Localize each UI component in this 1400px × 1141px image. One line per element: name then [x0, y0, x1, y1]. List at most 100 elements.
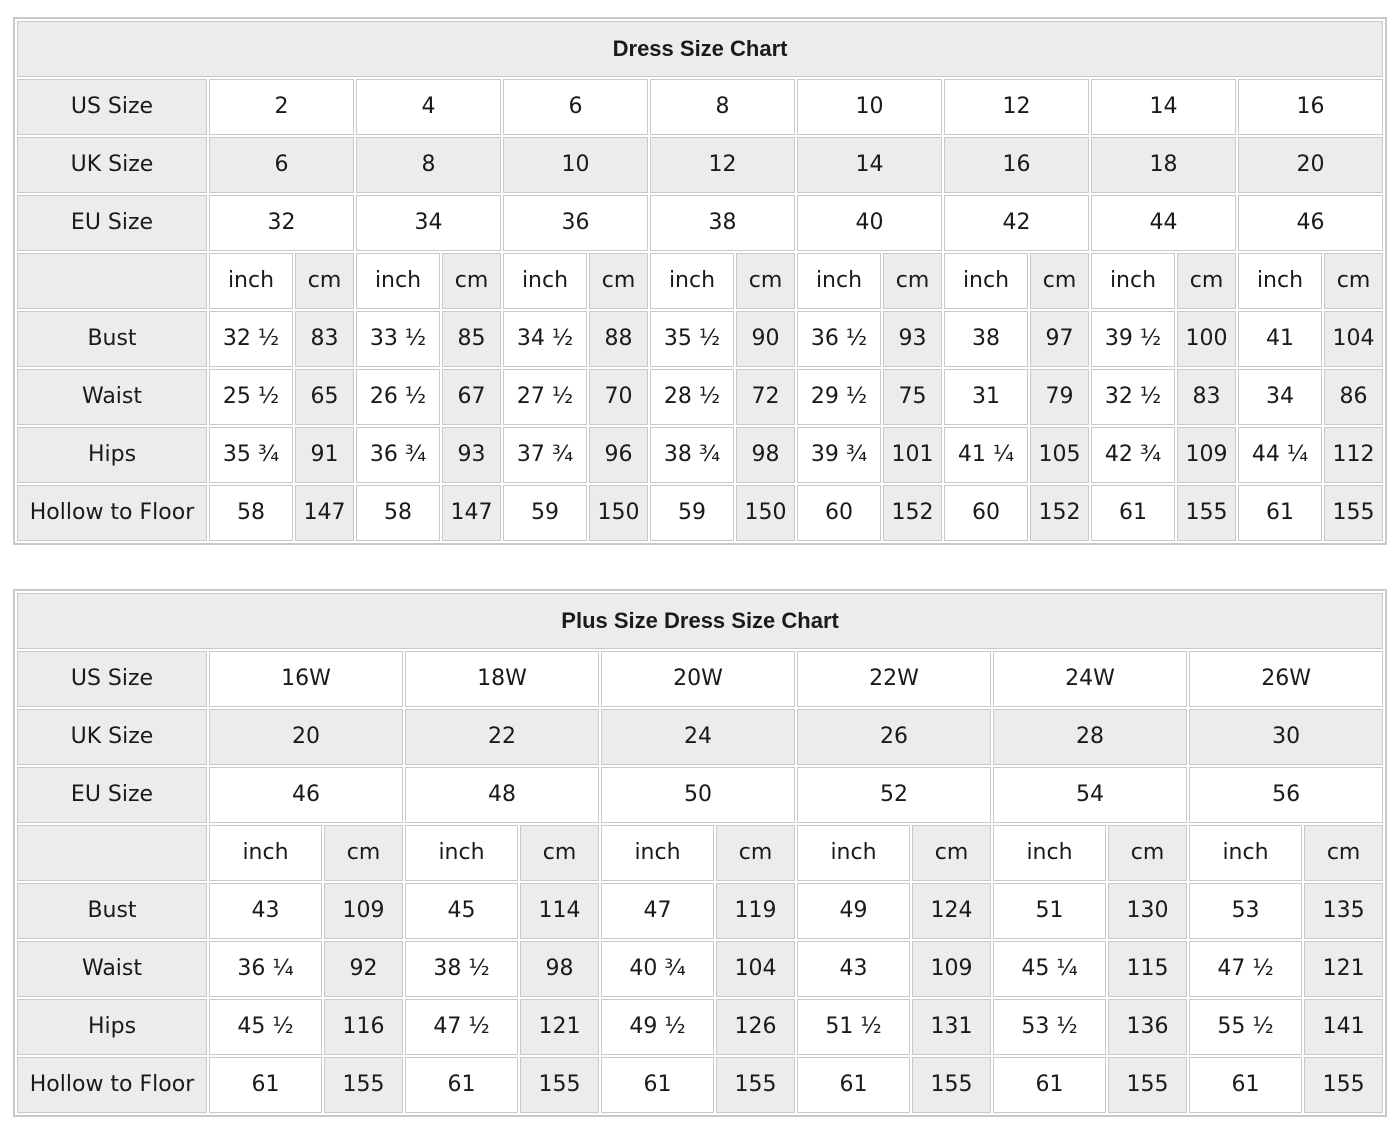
measure-cm-cell: 97 — [1030, 311, 1089, 367]
measure-inch-cell: 33 ½ — [356, 311, 440, 367]
size-system-row: EU Size 46 48 50 52 54 56 — [17, 767, 1384, 823]
unit-cm-header: cm — [912, 825, 991, 881]
measure-inch-cell: 37 ¾ — [503, 427, 587, 483]
table-title-row: Dress Size Chart — [17, 21, 1384, 77]
measure-cm-cell: 109 — [912, 941, 991, 997]
measure-cm-cell: 136 — [1108, 999, 1187, 1055]
size-value-cell: 44 — [1091, 195, 1236, 251]
size-value-cell: 40 — [797, 195, 942, 251]
measure-cm-cell: 141 — [1304, 999, 1384, 1055]
size-value-cell: 8 — [356, 137, 501, 193]
measure-inch-cell: 38 ½ — [405, 941, 518, 997]
size-value-cell: 38 — [650, 195, 795, 251]
row-label: Hollow to Floor — [17, 485, 207, 541]
size-value-cell: 22W — [797, 651, 991, 707]
size-value-cell: 18 — [1091, 137, 1236, 193]
measure-inch-cell: 39 ¾ — [797, 427, 881, 483]
measure-cm-cell: 93 — [883, 311, 942, 367]
measure-inch-cell: 32 ½ — [1091, 369, 1175, 425]
unit-cm-header: cm — [1177, 253, 1236, 309]
measure-cm-cell: 70 — [589, 369, 648, 425]
size-value-cell: 24 — [601, 709, 795, 765]
measure-inch-cell: 35 ¾ — [209, 427, 293, 483]
measure-cm-cell: 150 — [736, 485, 795, 541]
measure-inch-cell: 61 — [993, 1057, 1106, 1113]
measure-inch-cell: 36 ½ — [797, 311, 881, 367]
size-value-cell: 34 — [356, 195, 501, 251]
measure-cm-cell: 104 — [1324, 311, 1384, 367]
row-label: Waist — [17, 369, 207, 425]
measure-inch-cell: 43 — [797, 941, 910, 997]
row-label: Bust — [17, 883, 207, 939]
measure-cm-cell: 65 — [295, 369, 354, 425]
measure-cm-cell: 91 — [295, 427, 354, 483]
size-value-cell: 48 — [405, 767, 599, 823]
size-system-row: UK Size 6 8 10 12 14 16 18 20 — [17, 137, 1384, 193]
unit-inch-header: inch — [356, 253, 440, 309]
measure-inch-cell: 45 ¼ — [993, 941, 1106, 997]
measure-cm-cell: 109 — [1177, 427, 1236, 483]
size-value-cell: 36 — [503, 195, 648, 251]
size-value-cell: 26 — [797, 709, 991, 765]
measure-cm-cell: 121 — [520, 999, 599, 1055]
measure-cm-cell: 155 — [1108, 1057, 1187, 1113]
measure-cm-cell: 130 — [1108, 883, 1187, 939]
size-value-cell: 56 — [1189, 767, 1384, 823]
measure-cm-cell: 124 — [912, 883, 991, 939]
measure-inch-cell: 42 ¾ — [1091, 427, 1175, 483]
measure-cm-cell: 155 — [520, 1057, 599, 1113]
measure-cm-cell: 112 — [1324, 427, 1384, 483]
unit-header-row: inch cm inch cm inch cm inch cm inch cm inch cm inch… — [17, 253, 1384, 309]
measure-inch-cell: 49 — [797, 883, 910, 939]
measure-inch-cell: 34 ½ — [503, 311, 587, 367]
table-title: Dress Size Chart — [17, 21, 1384, 77]
size-value-cell: 26W — [1189, 651, 1384, 707]
size-value-cell: 30 — [1189, 709, 1384, 765]
measure-cm-cell: 67 — [442, 369, 501, 425]
unit-cm-header: cm — [716, 825, 795, 881]
measure-inch-cell: 43 — [209, 883, 322, 939]
measure-cm-cell: 109 — [324, 883, 403, 939]
table-title: Plus Size Dress Size Chart — [17, 593, 1384, 649]
measure-cm-cell: 147 — [442, 485, 501, 541]
size-value-cell: 10 — [797, 79, 942, 135]
size-value-cell: 14 — [797, 137, 942, 193]
row-label: Waist — [17, 941, 207, 997]
unit-inch-header: inch — [1238, 253, 1322, 309]
measure-inch-cell: 45 ½ — [209, 999, 322, 1055]
size-value-cell: 12 — [944, 79, 1089, 135]
measurement-row: Waist 36 ¼ 92 38 ½ 98 40 ¾ 104 43 109 45 ¼ 115 47 ½… — [17, 941, 1384, 997]
measure-inch-cell: 27 ½ — [503, 369, 587, 425]
measure-cm-cell: 100 — [1177, 311, 1236, 367]
measure-cm-cell: 150 — [589, 485, 648, 541]
measure-cm-cell: 135 — [1304, 883, 1384, 939]
measure-inch-cell: 55 ½ — [1189, 999, 1302, 1055]
measure-cm-cell: 83 — [1177, 369, 1236, 425]
measure-inch-cell: 51 — [993, 883, 1106, 939]
measure-cm-cell: 96 — [589, 427, 648, 483]
measure-cm-cell: 155 — [1304, 1057, 1384, 1113]
unit-inch-header: inch — [1091, 253, 1175, 309]
unit-inch-header: inch — [209, 253, 293, 309]
size-value-cell: 46 — [209, 767, 403, 823]
measure-inch-cell: 28 ½ — [650, 369, 734, 425]
measure-cm-cell: 105 — [1030, 427, 1089, 483]
size-value-cell: 4 — [356, 79, 501, 135]
measurement-row: Hollow to Floor 61 155 61 155 61 155 61 155 61 155… — [17, 1057, 1384, 1113]
size-value-cell: 28 — [993, 709, 1187, 765]
plus-size-dress-size-chart-table: Plus Size Dress Size Chart US Size 16W 18W… — [13, 589, 1388, 1117]
measure-cm-cell: 155 — [912, 1057, 991, 1113]
measure-inch-cell: 45 — [405, 883, 518, 939]
measure-cm-cell: 98 — [736, 427, 795, 483]
measure-inch-cell: 36 ¼ — [209, 941, 322, 997]
row-label: Hips — [17, 999, 207, 1055]
measure-inch-cell: 44 ¼ — [1238, 427, 1322, 483]
unit-cm-header: cm — [1108, 825, 1187, 881]
unit-inch-header: inch — [209, 825, 322, 881]
measurement-row: Bust 32 ½ 83 33 ½ 85 34 ½ 88 35 ½ 90 36 ½ 93 38 97 39… — [17, 311, 1384, 367]
unit-cm-header: cm — [442, 253, 501, 309]
measurement-row: Bust 43 109 45 114 47 119 49 124 51 130 53 135 — [17, 883, 1384, 939]
measure-cm-cell: 101 — [883, 427, 942, 483]
size-system-row: UK Size 20 22 24 26 28 30 — [17, 709, 1384, 765]
